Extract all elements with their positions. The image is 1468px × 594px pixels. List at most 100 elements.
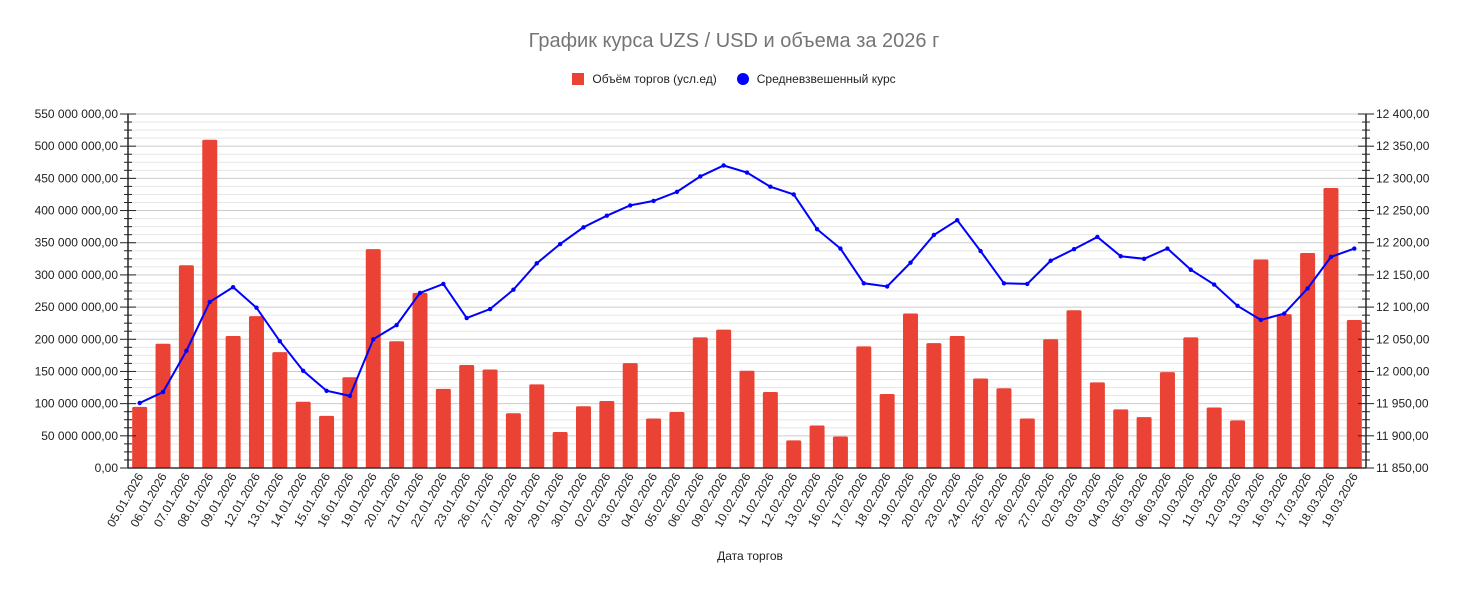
rate-point [1282, 311, 1287, 316]
right-axis-tick-label: 12 300,00 [1376, 171, 1430, 185]
volume-bar [739, 370, 755, 468]
rate-point [908, 260, 913, 265]
volume-bar [529, 384, 545, 468]
volume-bar [459, 365, 475, 468]
rate-point [207, 299, 212, 305]
volume-bar [482, 369, 498, 468]
volume-bar [1089, 382, 1105, 468]
left-axis-tick-label: 250 000 000,00 [35, 300, 119, 314]
left-axis-tick-label: 500 000 000,00 [35, 139, 119, 153]
volume-bar [1066, 310, 1082, 468]
volume-bar [973, 378, 989, 468]
legend-item-volume[interactable]: Объём торгов (усл.ед) [572, 72, 717, 86]
rate-point [1188, 267, 1194, 272]
volume-bar [809, 425, 825, 468]
left-axis-tick-label: 200 000 000,00 [35, 332, 119, 346]
rate-line-path [139, 164, 1355, 404]
rate-point [931, 232, 937, 238]
volume-bar [879, 393, 895, 468]
volume-bar [412, 292, 428, 468]
rate-point [838, 246, 843, 251]
volume-bar [1183, 337, 1199, 468]
rate-point [721, 163, 726, 168]
rate-point [441, 281, 446, 287]
volume-bar [1113, 409, 1129, 468]
rate-point [1118, 254, 1123, 259]
volume-bar [1206, 407, 1222, 468]
left-axis-tick-label: 0,00 [95, 461, 119, 475]
rate-point [651, 198, 656, 204]
right-axis-tick-label: 12 050,00 [1376, 332, 1430, 346]
rate-point [557, 241, 563, 247]
legend: Объём торгов (усл.ед) Средневзвешенный к… [0, 72, 1468, 86]
rate-point [604, 213, 610, 218]
rate-point [1048, 258, 1053, 263]
legend-label-volume: Объём торгов (усл.ед) [592, 72, 717, 86]
legend-item-rate[interactable]: Средневзвешенный курс [736, 72, 896, 86]
rate-point [511, 287, 516, 292]
left-axis-tick-label: 450 000 000,00 [35, 171, 119, 185]
rate-point [1001, 281, 1007, 286]
circle-swatch-icon [736, 73, 749, 85]
rate-point [978, 248, 983, 254]
volume-bar [575, 406, 591, 468]
rate-point [884, 284, 890, 289]
left-axis-labels: 0,00 50 000 000,00 100 000 000,00 150 000 0… [35, 107, 119, 475]
volume-bar [435, 388, 451, 468]
volume-bar [786, 440, 802, 468]
left-axis-tick-label: 50 000 000,00 [41, 429, 118, 443]
rate-point [744, 170, 750, 175]
left-axis-tick-label: 550 000 000,00 [35, 107, 119, 121]
x-axis-labels: 05.01.202606.01.202607.01.202608.01.2026… [104, 470, 1361, 529]
right-axis-labels: 11 850,00 11 900,00 11 950,00 12 000,00 12 0… [1376, 107, 1430, 475]
right-axis-tick-label: 12 400,00 [1376, 107, 1430, 121]
rate-point [1235, 303, 1240, 309]
volume-bar [178, 265, 194, 468]
volume-bar [949, 336, 965, 468]
volume-bar [646, 418, 662, 468]
volume-bars [132, 139, 1362, 468]
rate-point [768, 184, 773, 189]
right-axis-tick-label: 11 950,00 [1376, 397, 1429, 411]
axes [120, 113, 1374, 469]
volume-bar [1300, 253, 1316, 468]
left-axis-tick-label: 300 000 000,00 [35, 268, 119, 282]
volume-bar [1253, 259, 1269, 468]
rate-line [137, 163, 1357, 406]
volume-bar [1346, 319, 1362, 468]
volume-bar [295, 401, 311, 468]
rate-point [324, 388, 329, 393]
volume-bar [1230, 420, 1246, 468]
right-axis-tick-label: 12 000,00 [1376, 364, 1430, 378]
volume-bar [1043, 339, 1059, 468]
volume-bar [996, 388, 1012, 468]
volume-bar [225, 336, 241, 468]
rate-point [1328, 254, 1334, 260]
volume-bar [505, 413, 521, 468]
rate-point [1258, 317, 1264, 323]
left-axis-tick-label: 400 000 000,00 [35, 204, 119, 218]
volume-bar [1159, 372, 1175, 468]
volume-bar [132, 406, 148, 468]
volume-bar [319, 415, 335, 468]
rate-point [184, 348, 189, 354]
left-axis-tick-label: 350 000 000,00 [35, 236, 119, 250]
volume-bar [1323, 188, 1339, 468]
rate-point [254, 305, 259, 310]
volume-bar [342, 377, 358, 468]
volume-bar [272, 352, 288, 468]
volume-bar [1136, 417, 1152, 468]
rate-point [1141, 256, 1147, 262]
right-axis-tick-label: 11 850,00 [1376, 461, 1429, 475]
volume-bar [1019, 418, 1035, 468]
rate-point [160, 389, 166, 395]
rate-point [230, 284, 236, 290]
legend-label-rate: Средневзвешенный курс [756, 72, 896, 86]
right-axis-tick-label: 12 200,00 [1376, 236, 1430, 250]
right-axis-tick-label: 12 100,00 [1376, 300, 1430, 314]
rate-point [300, 368, 306, 374]
rate-point [1025, 281, 1030, 287]
rate-point [1352, 246, 1357, 251]
rate-point [581, 225, 586, 230]
